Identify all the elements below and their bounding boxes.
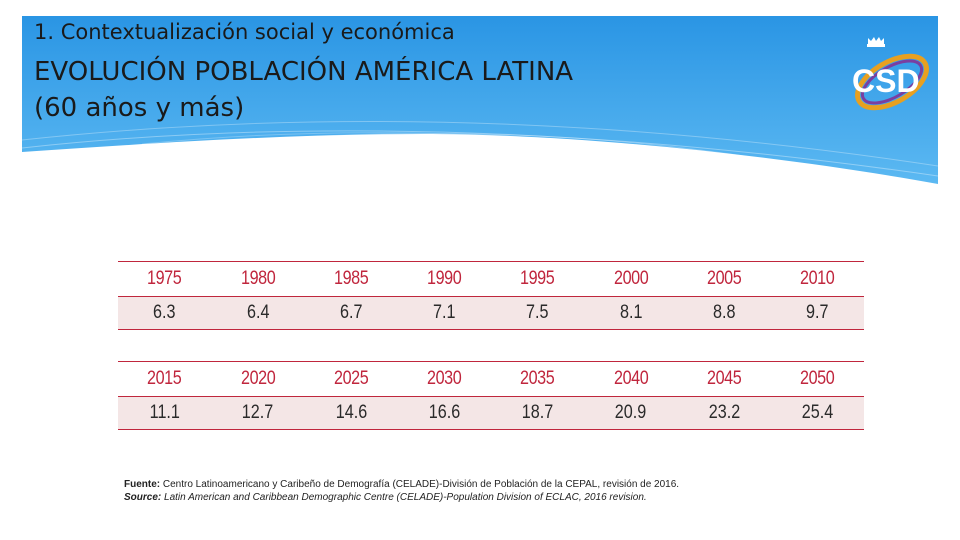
table-header-row: 1975 1980 1985 1990 1995 2000 2005 2010: [118, 261, 864, 297]
year-cell: 1990: [397, 261, 491, 297]
year-cell: 1995: [491, 261, 585, 297]
year-cell: 2035: [491, 361, 585, 397]
page-title: EVOLUCIÓN POBLACIÓN AMÉRICA LATINA (60 a…: [34, 54, 573, 126]
source-es-label: Fuente:: [124, 479, 161, 490]
year-cell: 2000: [584, 261, 678, 297]
header-banner: [22, 16, 938, 196]
table-value-row: 11.1 12.7 14.6 16.6 18.7 20.9 23.2 25.4: [118, 396, 864, 430]
title-line-2: (60 años y más): [34, 93, 245, 123]
value-cell: 25.4: [770, 396, 864, 430]
year-cell: 2010: [770, 261, 864, 297]
year-cell: 2045: [677, 361, 771, 397]
population-table-1975-2010: 1975 1980 1985 1990 1995 2000 2005 2010 …: [118, 261, 864, 330]
source-en-label: Source:: [124, 492, 162, 503]
source-es: Fuente: Centro Latinoamericano y Caribeñ…: [124, 478, 679, 491]
section-subtitle: 1. Contextualización social y económica: [34, 20, 455, 44]
value-cell: 6.4: [211, 296, 305, 330]
value-cell: 11.1: [118, 396, 212, 430]
year-cell: 1975: [118, 261, 212, 297]
year-cell: 2040: [584, 361, 678, 397]
population-table-2015-2050: 2015 2020 2025 2030 2035 2040 2045 2050 …: [118, 361, 864, 430]
value-cell: 23.2: [677, 396, 771, 430]
year-cell: 2020: [211, 361, 305, 397]
value-cell: 6.7: [304, 296, 398, 330]
value-cell: 16.6: [397, 396, 491, 430]
value-cell: 8.8: [677, 296, 771, 330]
logo-text: CSD: [852, 63, 920, 99]
value-cell: 12.7: [211, 396, 305, 430]
year-cell: 2050: [770, 361, 864, 397]
source-note: Fuente: Centro Latinoamericano y Caribeñ…: [124, 478, 679, 504]
title-line-1: EVOLUCIÓN POBLACIÓN AMÉRICA LATINA: [34, 57, 574, 87]
value-cell: 18.7: [491, 396, 585, 430]
value-cell: 7.5: [491, 296, 585, 330]
value-cell: 14.6: [304, 396, 398, 430]
year-cell: 1985: [304, 261, 398, 297]
year-cell: 2025: [304, 361, 398, 397]
year-cell: 1980: [211, 261, 305, 297]
table-value-row: 6.3 6.4 6.7 7.1 7.5 8.1 8.8 9.7: [118, 296, 864, 330]
source-en: Source: Latin American and Caribbean Dem…: [124, 491, 679, 504]
year-cell: 2030: [397, 361, 491, 397]
source-en-text: Latin American and Caribbean Demographic…: [161, 492, 647, 503]
value-cell: 8.1: [584, 296, 678, 330]
value-cell: 6.3: [118, 296, 212, 330]
value-cell: 20.9: [584, 396, 678, 430]
year-cell: 2015: [118, 361, 212, 397]
value-cell: 9.7: [770, 296, 864, 330]
banner-background: [22, 16, 938, 195]
source-es-text: Centro Latinoamericano y Caribeño de Dem…: [160, 479, 680, 490]
csd-logo-icon: CSD: [852, 37, 929, 111]
year-cell: 2005: [677, 261, 771, 297]
csd-logo: CSD: [846, 24, 942, 120]
value-cell: 7.1: [397, 296, 491, 330]
table-header-row: 2015 2020 2025 2030 2035 2040 2045 2050: [118, 361, 864, 397]
